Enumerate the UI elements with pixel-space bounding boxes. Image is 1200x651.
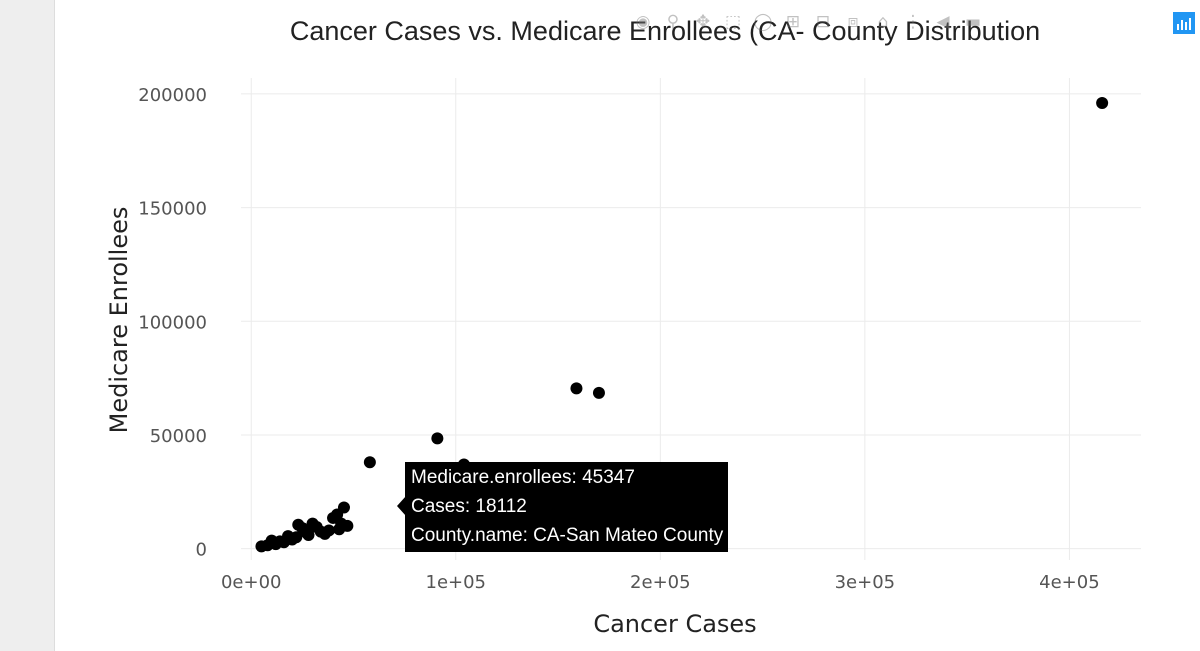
x-axis-title: Cancer Cases <box>593 610 756 638</box>
scatter-point[interactable] <box>431 432 444 445</box>
plot-container[interactable]: 0e+00 1e+05 2e+05 3e+05 4e+05 0 50000 100000 15… <box>55 0 1200 651</box>
x-tick-label: 3e+05 <box>835 572 896 593</box>
camera-icon[interactable]: ◉ <box>635 12 651 32</box>
box-select-icon[interactable]: ⬚ <box>724 12 742 32</box>
x-tick-label: 4e+05 <box>1039 572 1100 593</box>
scatter-point[interactable] <box>341 519 354 532</box>
y-tick-label: 50000 <box>150 426 207 447</box>
tooltip-line-enrollees: Medicare.enrollees: 45347 <box>411 467 635 488</box>
y-axis-ticks: 0 50000 100000 150000 200000 <box>138 85 207 561</box>
scatter-chart[interactable]: 0e+00 1e+05 2e+05 3e+05 4e+05 0 50000 100000 15… <box>55 0 1200 651</box>
zoom-out-icon[interactable]: ⊟ <box>815 12 831 32</box>
scatter-point[interactable] <box>337 501 350 514</box>
scatter-point[interactable] <box>363 456 376 469</box>
scatter-point[interactable] <box>1096 97 1109 110</box>
y-tick-label: 200000 <box>138 85 207 106</box>
scatter-point[interactable] <box>570 382 583 395</box>
scatter-point[interactable] <box>302 528 315 541</box>
y-axis-title: Medicare Enrollees <box>105 207 133 434</box>
scatter-point[interactable] <box>592 386 605 399</box>
zoom-icon[interactable]: ⚲ <box>666 12 680 32</box>
chart-title: Cancer Cases vs. Medicare Enrollees (CA-… <box>290 16 1040 46</box>
lasso-icon[interactable]: ◯ <box>753 12 773 32</box>
y-tick-label: 0 <box>196 540 207 561</box>
data-points[interactable] <box>255 97 1109 553</box>
autoscale-icon[interactable]: ⧈ <box>847 12 859 32</box>
tooltip-line-county: County.name: CA-San Mateo County <box>411 525 724 546</box>
x-axis-ticks: 0e+00 1e+05 2e+05 3e+05 4e+05 <box>221 572 1100 593</box>
scatter-point[interactable] <box>290 531 303 544</box>
pan-icon[interactable]: ✥ <box>695 12 711 32</box>
x-tick-label: 2e+05 <box>630 572 691 593</box>
hover-compare-icon[interactable]: ▬ <box>964 12 982 32</box>
spike-lines-icon[interactable]: ⋮ <box>904 12 922 32</box>
y-tick-label: 100000 <box>138 312 207 333</box>
page-gutter <box>0 0 55 651</box>
hover-tooltip: Medicare.enrollees: 45347 Cases: 18112 C… <box>405 462 729 552</box>
zoom-in-icon[interactable]: ⊞ <box>785 12 801 32</box>
hover-tooltip-arrow <box>397 496 406 516</box>
y-tick-label: 150000 <box>138 199 207 220</box>
hover-closest-icon[interactable]: ◀ <box>936 12 950 32</box>
plotly-logo-icon[interactable] <box>1173 12 1195 34</box>
reset-axes-icon[interactable]: ⌂ <box>877 12 889 32</box>
x-tick-label: 0e+00 <box>221 572 282 593</box>
modebar: ◉ ⚲ ✥ ⬚ ◯ ⊞ ⊟ ⧈ ⌂ ⋮ ◀ ▬ <box>630 8 986 36</box>
scatter-point[interactable] <box>322 524 335 537</box>
x-tick-label: 1e+05 <box>426 572 487 593</box>
tooltip-line-cases: Cases: 18112 <box>411 496 527 517</box>
